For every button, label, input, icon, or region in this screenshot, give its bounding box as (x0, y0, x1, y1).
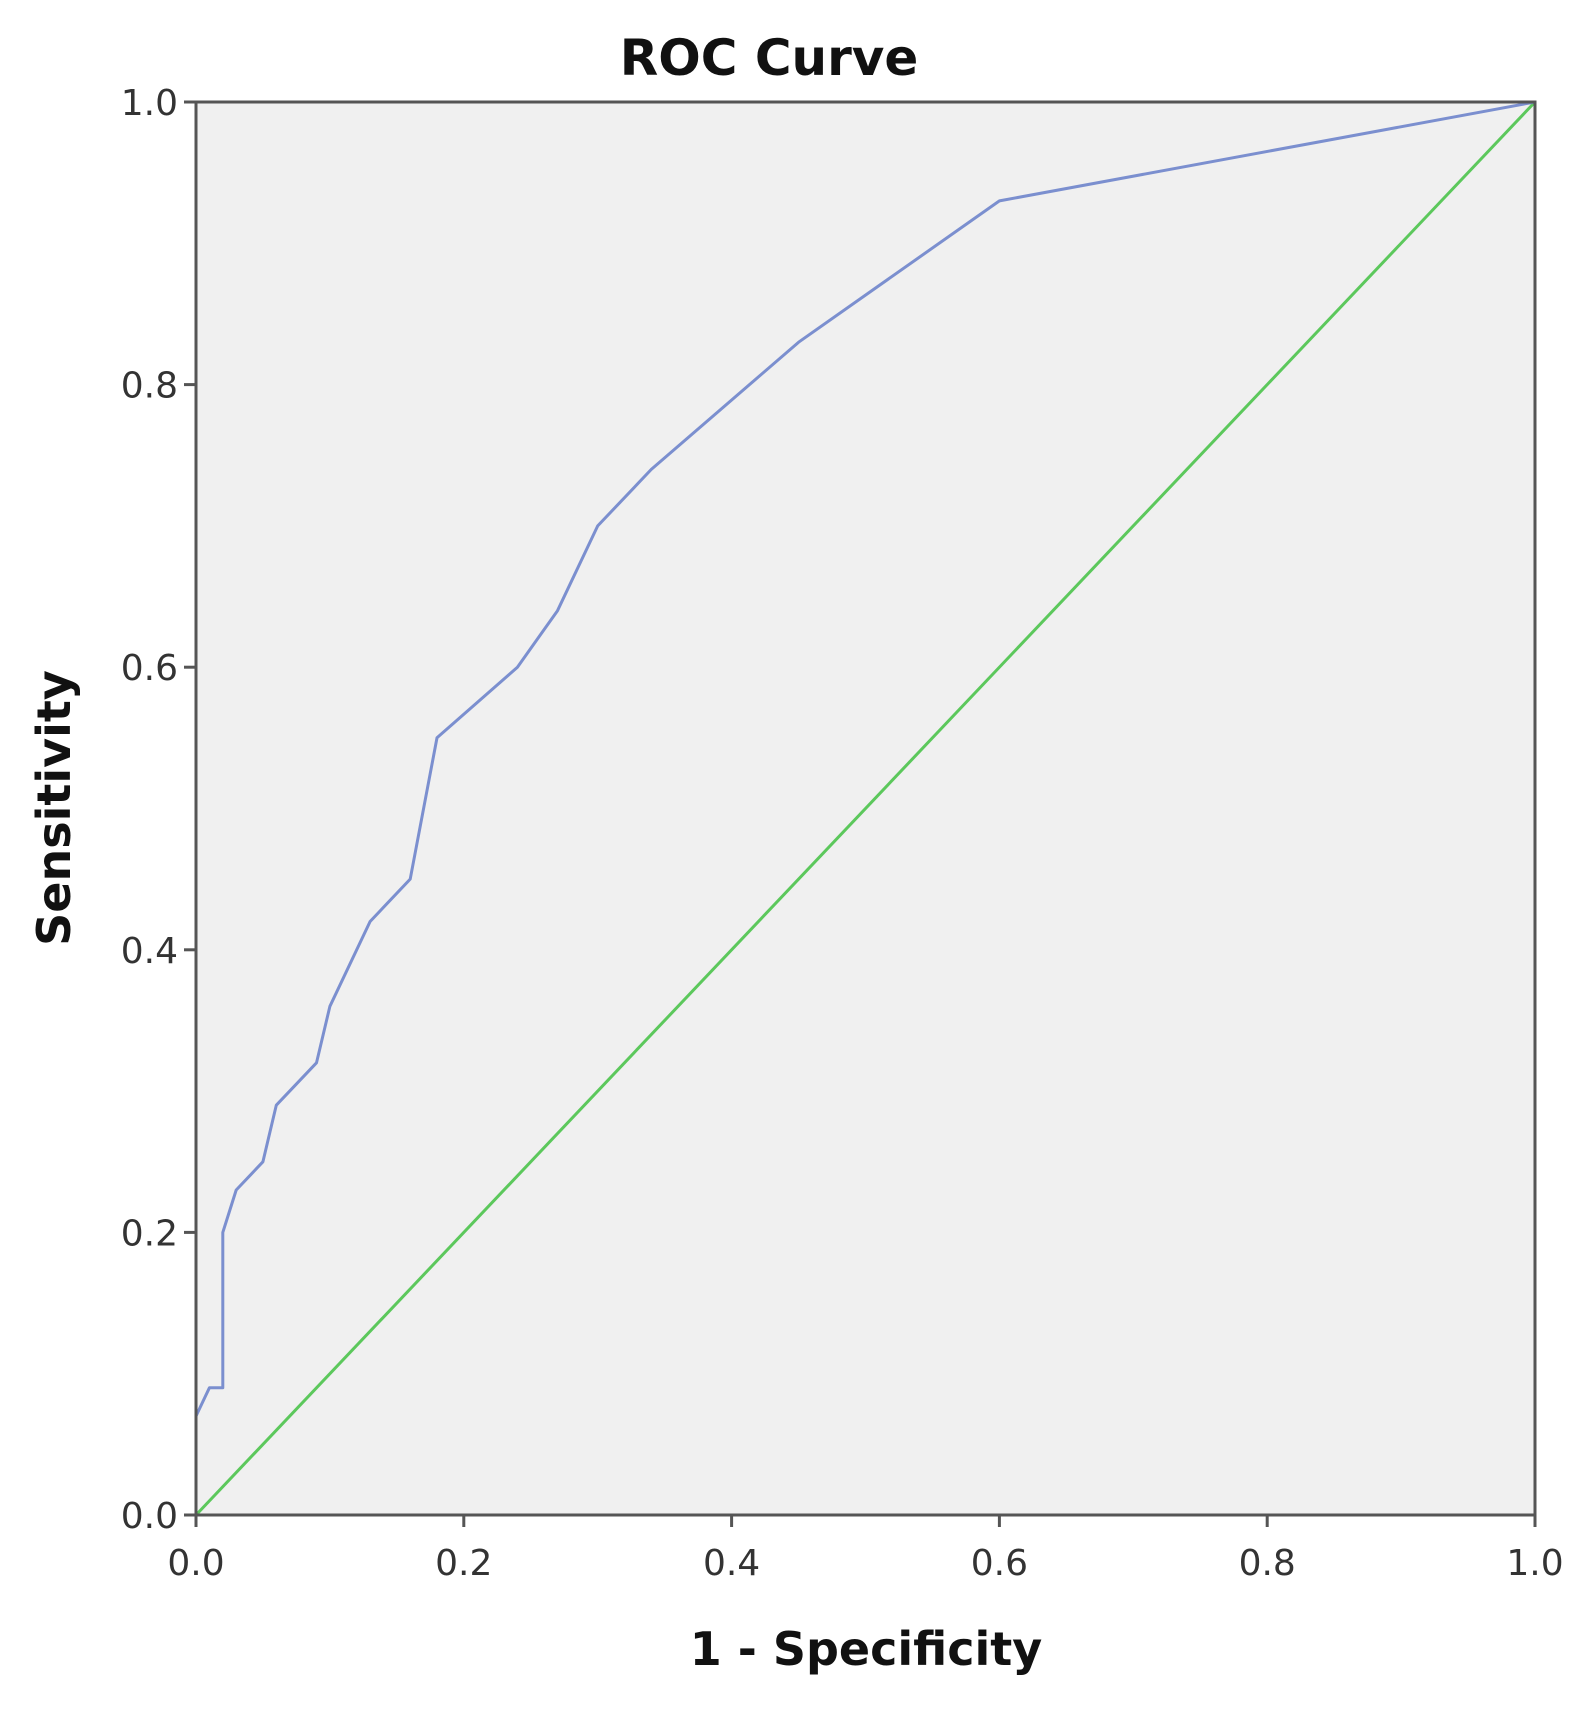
chart-title: ROC Curve (620, 29, 919, 87)
y-tick-label: 0.2 (121, 1213, 178, 1254)
x-axis-title: 1 - Specificity (690, 1622, 1043, 1676)
y-tick-label: 0.6 (121, 648, 178, 689)
x-axis-ticks: 0.0 0.2 0.4 0.6 0.8 1.0 (167, 1515, 1564, 1584)
x-tick-label: 0.4 (703, 1543, 760, 1584)
y-axis-title: Sensitivity (27, 670, 81, 946)
y-tick-label: 0.4 (121, 931, 178, 972)
y-tick-label: 0.0 (121, 1496, 178, 1537)
reference-diagonal-line (194, 100, 1537, 1517)
plot-frame (194, 100, 1537, 1517)
x-tick-label: 0.0 (167, 1543, 224, 1584)
x-tick-label: 0.6 (971, 1543, 1028, 1584)
y-tick-label: 0.8 (121, 366, 178, 407)
roc-curve-line (194, 100, 1536, 1417)
x-tick-label: 0.8 (1239, 1543, 1296, 1584)
y-axis-ticks: 0.0 0.2 0.4 0.6 0.8 1.0 (121, 83, 196, 1537)
y-tick-label: 1.0 (121, 83, 178, 124)
series-layer (194, 100, 1537, 1517)
x-tick-label: 0.2 (435, 1543, 492, 1584)
x-tick-label: 1.0 (1506, 1543, 1563, 1584)
